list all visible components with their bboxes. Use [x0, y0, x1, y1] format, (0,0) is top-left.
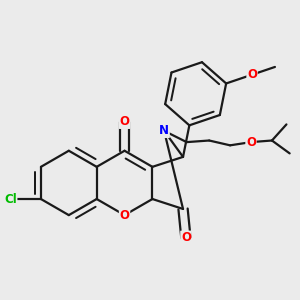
- Text: O: O: [120, 115, 130, 128]
- Text: O: O: [247, 68, 257, 81]
- Text: Cl: Cl: [4, 193, 17, 206]
- Text: O: O: [246, 136, 256, 148]
- Text: O: O: [181, 231, 191, 244]
- Text: N: N: [159, 124, 169, 137]
- Text: O: O: [120, 208, 130, 222]
